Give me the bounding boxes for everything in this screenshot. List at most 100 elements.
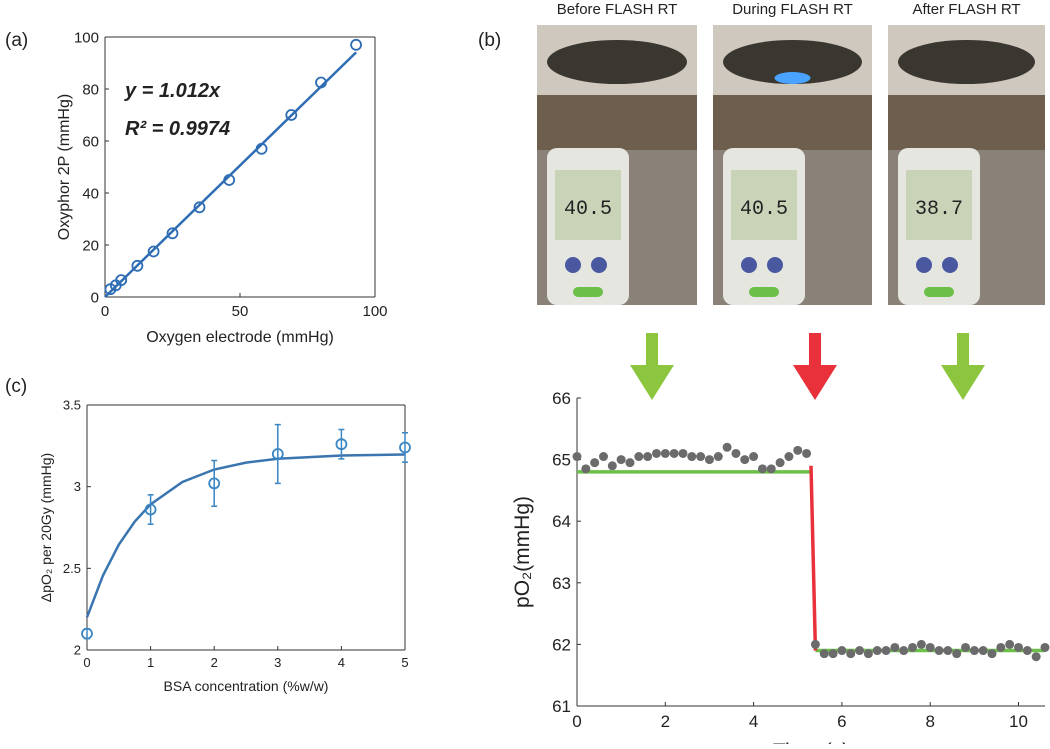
y-tick-label: 63 — [552, 574, 571, 593]
y-tick-label: 64 — [552, 512, 571, 531]
data-point — [749, 452, 759, 462]
x-tick-label: 1 — [147, 655, 154, 670]
y-tick-label: 65 — [552, 451, 571, 470]
meter-button — [741, 257, 757, 273]
data-point — [722, 442, 732, 452]
meter-reading: 38.7 — [915, 198, 963, 221]
chart: 0 50 100 0 20 40 60 80 100 Oxygen electrode (mmHg… — [56, 29, 388, 346]
y-tick-label: 0 — [91, 289, 99, 306]
data-point — [616, 455, 626, 465]
chart: 0 1 2 3 4 5 2 2.5 3 3.5 BSA concentration (%w/w) Δp… — [38, 398, 411, 694]
meter-screen — [731, 170, 797, 240]
meter-reading: 40.5 — [564, 198, 612, 221]
data-point — [766, 464, 776, 474]
data-point — [350, 38, 363, 51]
y-tick-label: 2.5 — [63, 561, 81, 576]
y-axis-label: Oxyphor 2P (mmHg) — [56, 94, 73, 240]
photo-caption: Before FLASH RT — [557, 1, 678, 18]
x-tick-label: 0 — [572, 712, 581, 731]
meter-button — [942, 257, 958, 273]
x-tick-label: 8 — [925, 712, 934, 731]
x-tick-label: 0 — [83, 655, 90, 670]
data-point — [819, 649, 829, 659]
data-point — [315, 76, 327, 89]
data-point — [81, 627, 93, 640]
data-point — [335, 438, 348, 451]
data-point — [784, 452, 794, 462]
y-axis-label: ΔpO₂ per 20Gy (mmHg) — [38, 453, 54, 602]
data-point — [1014, 642, 1024, 652]
data-point — [166, 227, 179, 240]
gantry — [898, 40, 1035, 84]
data-point — [678, 448, 688, 458]
data-point — [144, 503, 157, 516]
annotation: y = 1.012x — [124, 80, 221, 102]
data-point — [607, 461, 617, 471]
data-point — [147, 245, 160, 258]
data-point — [399, 441, 411, 454]
data-point — [934, 646, 944, 656]
y-tick-label: 100 — [74, 29, 99, 46]
x-tick-label: 6 — [837, 712, 846, 731]
data-point — [1031, 652, 1041, 662]
gantry — [723, 40, 862, 84]
data-point — [775, 458, 785, 468]
y-tick-label: 66 — [552, 389, 571, 408]
data-point — [837, 646, 847, 656]
data-point — [581, 464, 591, 474]
data-point — [704, 455, 714, 465]
meter-button — [924, 287, 954, 297]
x-axis-label: Oxygen electrode (mmHg) — [146, 329, 334, 346]
photos: Before FLASH RT 40.5 During FLASH RT 40.5 Af… — [537, 1, 1045, 305]
data-point — [193, 201, 206, 214]
chart: 0 2 4 6 8 10 61 62 63 64 65 66 Time (s) pO₂(mmHg) — [511, 389, 1050, 749]
data-point — [969, 646, 979, 656]
x-tick-label: 3 — [274, 655, 281, 670]
data-point — [590, 458, 600, 468]
y-tick-label: 80 — [82, 81, 99, 98]
fit-line — [85, 453, 406, 618]
x-tick-label: 2 — [661, 712, 670, 731]
data-point — [890, 642, 900, 652]
photo-caption: After FLASH RT — [912, 1, 1020, 18]
x-tick-label: 100 — [362, 303, 387, 320]
y-tick-label: 61 — [552, 697, 571, 716]
x-tick-label: 50 — [232, 303, 249, 320]
data-point — [115, 274, 128, 287]
y-tick-label: 2 — [74, 643, 81, 658]
data-point — [925, 642, 935, 652]
data-point — [855, 646, 865, 656]
data-point — [828, 649, 838, 659]
data-point — [255, 142, 268, 155]
arrow — [630, 333, 674, 400]
panel-label: (b) — [478, 30, 501, 51]
data-point — [625, 458, 635, 468]
gantry — [547, 40, 687, 84]
data-point — [740, 455, 750, 465]
data-point — [863, 649, 873, 659]
data-point — [916, 639, 926, 649]
x-tick-label: 4 — [749, 712, 758, 731]
data-point — [208, 477, 221, 490]
data-point — [952, 649, 962, 659]
y-tick-label: 62 — [552, 635, 571, 654]
data-point — [908, 642, 918, 652]
data-point — [961, 642, 971, 652]
data-point — [899, 646, 909, 656]
arrow — [941, 333, 985, 400]
data-point — [1005, 639, 1015, 649]
data-point — [634, 452, 644, 462]
y-axis-label: pO₂(mmHg) — [511, 496, 534, 608]
y-tick-label: 40 — [82, 185, 99, 202]
data-point — [810, 639, 820, 649]
x-axis-label: BSA concentration (%w/w) — [164, 678, 329, 694]
data-point — [572, 452, 582, 462]
data-point — [731, 448, 741, 458]
data-point — [713, 452, 723, 462]
x-tick-label: 2 — [211, 655, 218, 670]
x-tick-label: 0 — [101, 303, 109, 320]
meter-button — [767, 257, 783, 273]
panel-label: (a) — [5, 30, 28, 51]
x-tick-label: 4 — [338, 655, 345, 670]
x-tick-label: 5 — [401, 655, 408, 670]
